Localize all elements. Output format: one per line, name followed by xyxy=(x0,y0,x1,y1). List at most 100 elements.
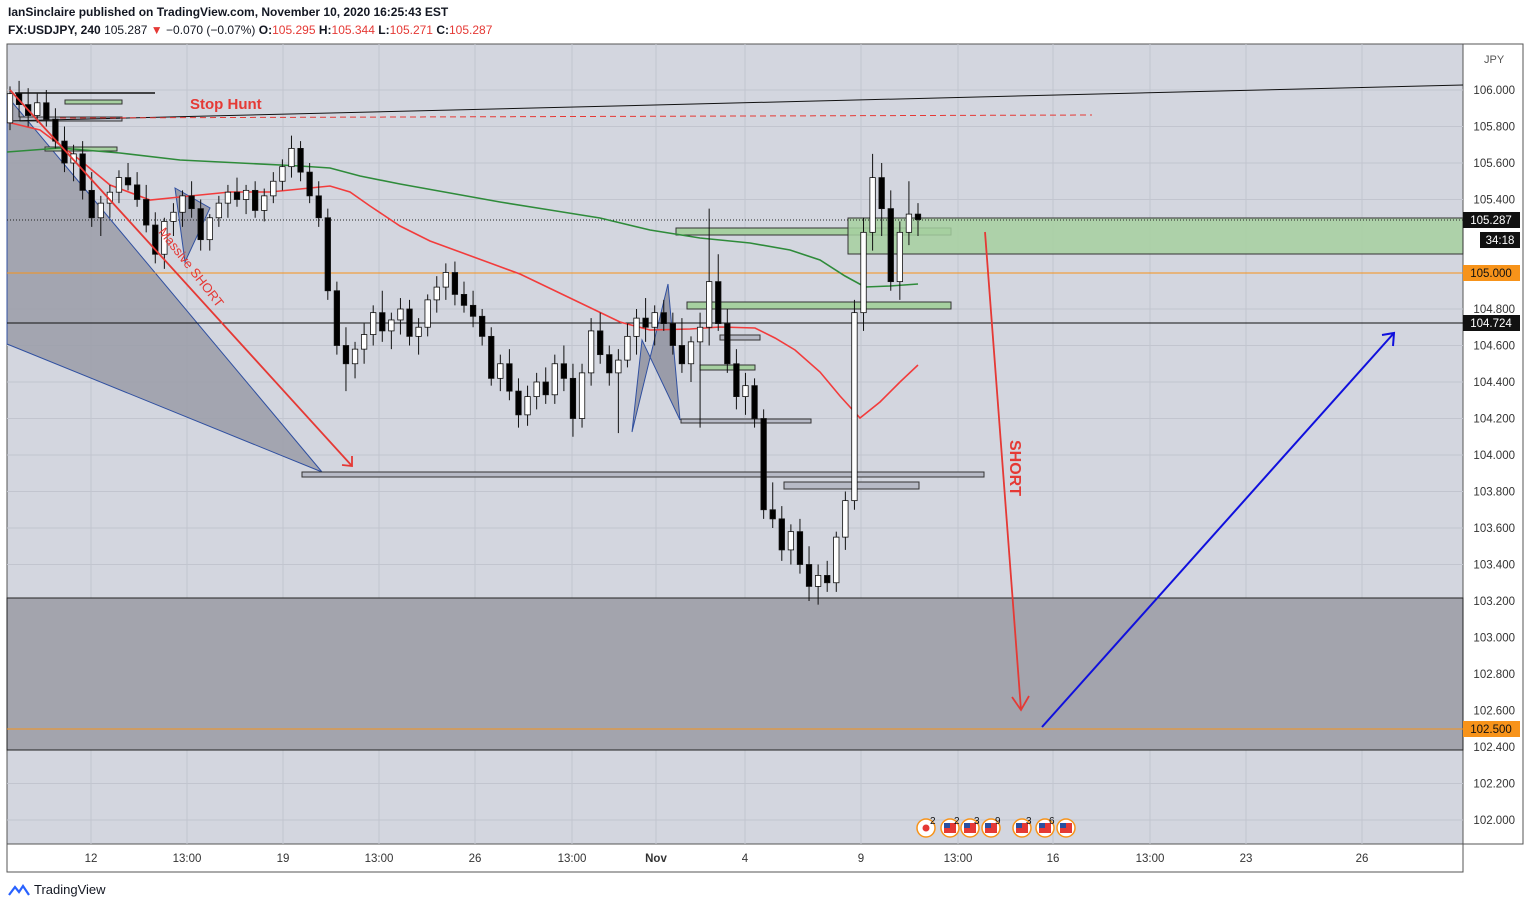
price-tick-label: 103.600 xyxy=(1473,523,1515,535)
candle-down xyxy=(306,171,313,197)
ema-fast-line xyxy=(6,121,919,420)
candle-down xyxy=(506,363,513,392)
candle-up xyxy=(388,319,395,332)
tradingview-logo[interactable]: TradingView xyxy=(8,882,106,897)
candle-down xyxy=(88,189,95,219)
short-arrow xyxy=(984,231,1022,711)
candle-up xyxy=(696,326,704,343)
price-tick-label: 104.800 xyxy=(1473,304,1515,316)
price-axis-ticks: 106.000 105.800 105.600 105.400 104.800 104.6… xyxy=(1473,85,1515,827)
us-flag-icon[interactable] xyxy=(1056,818,1076,838)
event-marker-count: 6 xyxy=(1049,816,1055,827)
us-flag-icon[interactable]: 6 xyxy=(1035,816,1055,838)
candle-down xyxy=(315,195,322,219)
jp-flag-icon[interactable]: 2 xyxy=(916,816,936,838)
candle-up xyxy=(433,286,440,301)
candle-down xyxy=(824,575,831,584)
time-axis-background xyxy=(6,843,1464,873)
resistance-box-104820 xyxy=(686,301,952,310)
candle-down xyxy=(233,191,241,200)
economic-event-markers[interactable]: 2 2 3 9 3 6 xyxy=(916,816,1076,838)
price-tick-label: 102.400 xyxy=(1473,742,1515,754)
candle-down xyxy=(460,293,468,306)
candle-down xyxy=(469,304,477,317)
publisher-line: IanSinclaire published on TradingView.co… xyxy=(8,5,448,19)
us-flag-icon[interactable]: 3 xyxy=(960,816,980,838)
candle-up xyxy=(161,220,168,255)
price-tick-label: 103.000 xyxy=(1473,633,1515,645)
candle-down xyxy=(724,323,731,365)
us-flag-canton xyxy=(1039,823,1045,828)
candle-down xyxy=(597,330,604,356)
time-tick-label: 26 xyxy=(1356,853,1369,865)
candle-up xyxy=(587,330,595,374)
ema-slow-line xyxy=(6,147,919,288)
candle-down xyxy=(297,147,304,173)
candle-down xyxy=(333,290,341,346)
price-tag-1025: 102.500 xyxy=(1463,721,1520,737)
time-tick-label: 4 xyxy=(742,853,749,865)
candle-up xyxy=(351,348,359,365)
stop-hunt-label: Stop Hunt xyxy=(190,96,262,113)
candle-down xyxy=(379,312,386,332)
candle-up xyxy=(6,93,14,124)
candle-up xyxy=(624,335,631,361)
candle-up xyxy=(633,317,640,337)
candle-down xyxy=(878,177,885,210)
price-tick-label: 104.600 xyxy=(1473,341,1515,353)
high-label: H: xyxy=(318,23,332,37)
price-tick-label: 102.000 xyxy=(1473,815,1515,827)
candle-down xyxy=(560,363,568,379)
upper-trend-line xyxy=(6,84,1464,122)
us-flag-icon[interactable]: 2 xyxy=(940,816,960,838)
candle-up xyxy=(842,500,849,538)
candle-up xyxy=(360,334,368,350)
symbol-label[interactable]: FX:USDJPY, 240 xyxy=(8,23,101,37)
candle-down xyxy=(715,281,722,324)
price-tag-last: 105.287 34:18 xyxy=(1463,212,1520,248)
candle-down xyxy=(406,308,413,337)
price-tick-label: 102.800 xyxy=(1473,669,1515,681)
time-tick-label: 13:00 xyxy=(944,853,973,865)
candle-up xyxy=(787,531,795,551)
price-chart[interactable]: Stop Hunt Massive SHORT SHORT 106.000105… xyxy=(0,0,1530,880)
us-flag-icon[interactable]: 9 xyxy=(981,816,1001,838)
candle-up xyxy=(424,299,431,328)
candle-up xyxy=(615,359,622,374)
us-flag-icon[interactable]: 3 xyxy=(1012,816,1032,838)
candle-up xyxy=(288,147,295,168)
high-value: 105.344 xyxy=(331,23,375,37)
price-tick-label: 104.400 xyxy=(1473,377,1515,389)
stop-hunt-dashed-line xyxy=(59,114,1093,119)
candle-up xyxy=(442,272,449,288)
jp-flag-dot xyxy=(922,824,930,832)
candle-up xyxy=(206,217,213,241)
price-tick-label: 102.200 xyxy=(1473,779,1515,791)
price-tag-1025-text: 102.500 xyxy=(1470,724,1512,736)
short-arrowhead xyxy=(1011,695,1030,712)
zone-box-top1 xyxy=(64,99,123,105)
us-flag-canton xyxy=(1016,823,1022,828)
candle-down xyxy=(124,177,132,186)
time-tick-label: 23 xyxy=(1240,853,1253,865)
candle-up xyxy=(706,281,713,328)
time-tick-label: 16 xyxy=(1047,853,1060,865)
us-flag-canton xyxy=(985,823,991,828)
supply-zone xyxy=(847,217,1464,255)
event-marker-count: 3 xyxy=(1026,816,1032,827)
price-tick-label: 103.200 xyxy=(1473,596,1515,608)
us-flag-canton xyxy=(964,823,970,828)
price-tick-label: 104.200 xyxy=(1473,414,1515,426)
candle-up xyxy=(533,381,540,398)
candle-up xyxy=(651,312,658,328)
event-marker-count: 2 xyxy=(930,816,936,827)
candle-up xyxy=(170,211,177,222)
candle-up xyxy=(860,231,867,314)
candle-down xyxy=(642,317,649,328)
candle-down xyxy=(669,323,676,346)
candle-up xyxy=(261,195,268,211)
candle-down xyxy=(606,354,613,374)
candle-up xyxy=(551,363,558,396)
candle-up xyxy=(814,575,822,587)
candle-down xyxy=(342,345,350,365)
